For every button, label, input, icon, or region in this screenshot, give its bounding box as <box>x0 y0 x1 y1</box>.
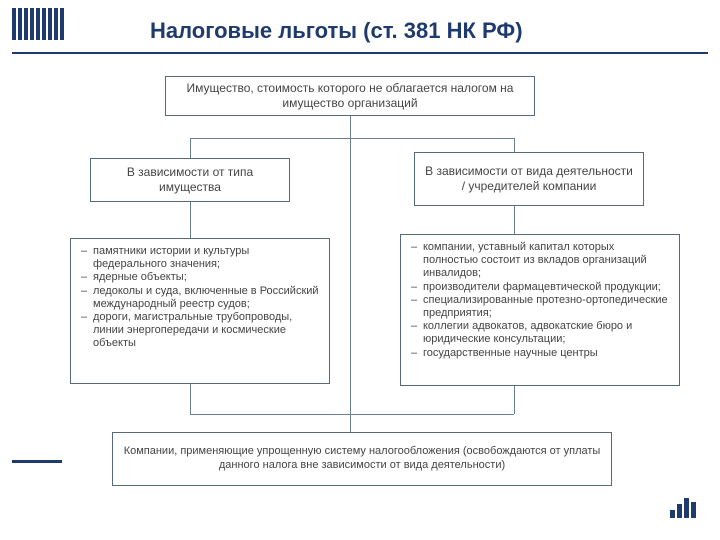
list-item: ядерные объекты; <box>81 271 319 284</box>
connector <box>514 138 515 152</box>
box-top-text: Имущество, стоимость которого не облагае… <box>174 81 526 111</box>
box-right-items: компании, уставный капитал которых полно… <box>400 234 680 386</box>
bottom-rule <box>12 460 62 463</box>
connector <box>190 202 191 238</box>
box-bottom: Компании, применяющие упрощенную систему… <box>112 432 612 486</box>
box-left-mid-text: В зависимости от типа имущества <box>99 165 281 195</box>
box-right-mid-text: В зависимости от вида деятельности / учр… <box>423 164 635 194</box>
connector <box>190 138 514 139</box>
list-item: памятники истории и культуры федеральног… <box>81 245 319 271</box>
box-bottom-text: Компании, применяющие упрощенную систему… <box>121 445 603 473</box>
connector <box>350 116 351 138</box>
list-item: коллегии адвокатов, адвокатские бюро и ю… <box>411 320 669 346</box>
slide-canvas: Налоговые льготы (ст. 381 НК РФ) Имущест… <box>0 0 720 540</box>
right-items-list: компании, уставный капитал которых полно… <box>411 241 669 360</box>
list-item: компании, уставный капитал которых полно… <box>411 241 669 281</box>
connector <box>514 206 515 234</box>
connector <box>190 138 191 158</box>
list-item: ледоколы и суда, включенные в Российский… <box>81 285 319 311</box>
title-underline <box>12 52 708 54</box>
box-left-mid: В зависимости от типа имущества <box>90 158 290 202</box>
logo-bars-top <box>12 8 72 40</box>
box-right-mid: В зависимости от вида деятельности / учр… <box>414 152 644 206</box>
connector <box>350 138 351 432</box>
list-item: специализированные протезно-ортопедическ… <box>411 294 669 320</box>
connector <box>190 414 514 415</box>
box-top: Имущество, стоимость которого не облагае… <box>165 76 535 116</box>
connector <box>514 386 515 414</box>
logo-bars-bottom <box>670 498 698 518</box>
box-left-items: памятники истории и культуры федеральног… <box>70 238 330 384</box>
left-items-list: памятники истории и культуры федеральног… <box>81 245 319 351</box>
list-item: дороги, магистральные трубопроводы, лини… <box>81 311 319 351</box>
connector <box>190 384 191 414</box>
slide-title: Налоговые льготы (ст. 381 НК РФ) <box>150 18 523 44</box>
connector <box>350 414 351 432</box>
list-item: государственные научные центры <box>411 347 669 360</box>
list-item: производители фармацевтической продукции… <box>411 281 669 294</box>
